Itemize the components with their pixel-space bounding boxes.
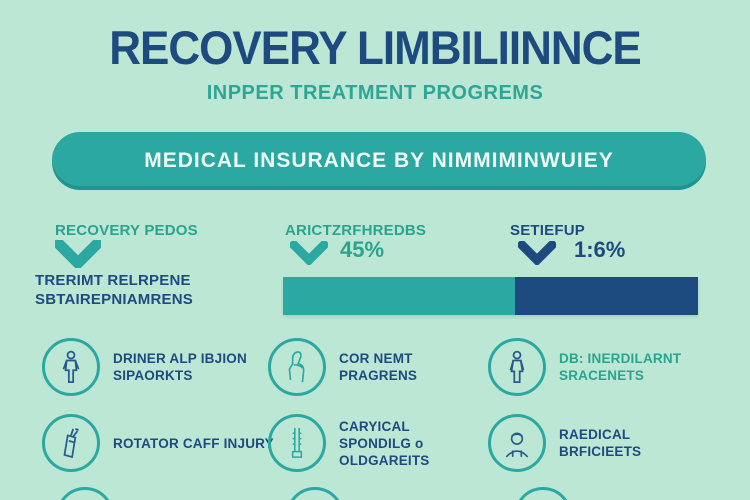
person-bust-icon bbox=[488, 414, 546, 472]
golf-bag-icon bbox=[42, 414, 100, 472]
page-subtitle: INPPER TREATMENT PROGREMS bbox=[206, 82, 544, 104]
item-text: DB: INERDILARNT SRACENETS bbox=[559, 351, 682, 383]
list-item: COR NEMT PRAGRENS bbox=[268, 338, 483, 396]
clock-icon bbox=[286, 487, 344, 500]
page-title: RECOVERY LIMBILIINNCE bbox=[109, 21, 642, 75]
list-item: DRINER ALP IBJION SIPAORKTS bbox=[42, 338, 267, 396]
item-text: COR NEMT PRAGRENS bbox=[339, 351, 418, 383]
checkmark-icon bbox=[290, 241, 328, 265]
item-text: RAEDICAL BRFICIEETS bbox=[559, 427, 642, 459]
item-text: DRINER ALP IBJION SIPAORKTS bbox=[113, 351, 247, 383]
circle-icon bbox=[514, 487, 572, 500]
checkmark-icon bbox=[518, 241, 556, 265]
note-text: TRERIMT RELRPENE SBTAIREPNIAMRENS bbox=[35, 271, 193, 309]
crouching-person-icon bbox=[268, 338, 326, 396]
column-header-3: SETIEFUP bbox=[510, 222, 585, 239]
list-item: CARYICAL SPONDILG o OLDGAREITS bbox=[268, 414, 483, 472]
list-item: DB: INERDILARNT SRACENETS bbox=[488, 338, 733, 396]
stat-value-16: 1:6% bbox=[574, 237, 626, 262]
item-text: CARYICAL SPONDILG o OLDGAREITS bbox=[339, 418, 430, 468]
bar-segment-navy bbox=[515, 277, 698, 315]
standing-person-icon bbox=[42, 338, 100, 396]
list-item: ROTATOR CAFF INJURY bbox=[42, 414, 302, 472]
patient-person-icon bbox=[488, 338, 546, 396]
item-text: ROTATOR CAFF INJURY bbox=[113, 435, 274, 451]
note-line-1: TRERIMT RELRPENE bbox=[35, 272, 191, 289]
note-line-2: SBTAIREPNIAMRENS bbox=[35, 291, 193, 308]
column-header-2: ARICTZRFHREDBS bbox=[285, 222, 427, 239]
list-item: RAEDICAL BRFICIEETS bbox=[488, 414, 733, 472]
checkmark-icon bbox=[55, 240, 101, 268]
column-header-1: RECOVERY PEDOS bbox=[55, 222, 198, 239]
banner-label: MEDICAL INSURANCE BY NIMMIMINWUIEY bbox=[144, 149, 614, 172]
spine-icon bbox=[268, 414, 326, 472]
section-banner: MEDICAL INSURANCE BY NIMMIMINWUIEY bbox=[52, 132, 706, 190]
bar-segment-teal bbox=[283, 277, 516, 315]
stat-value-45: 45% bbox=[340, 237, 385, 262]
stacked-bar bbox=[283, 277, 698, 315]
card-icon bbox=[56, 487, 114, 500]
